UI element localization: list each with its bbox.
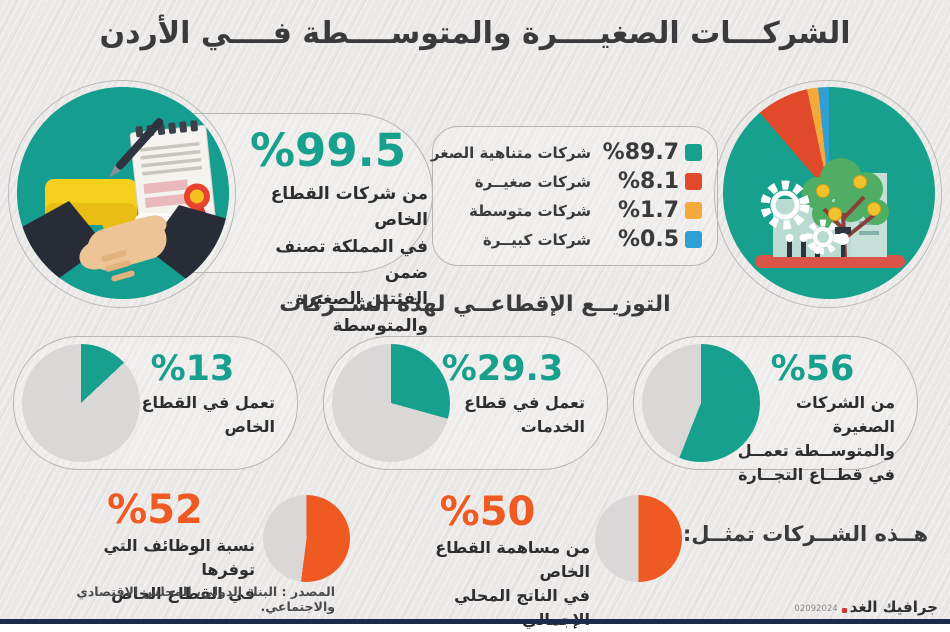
sector-line: تعمل في قطاع <box>464 392 585 412</box>
legend-row-micro: %89.7 شركات متناهية الصغر <box>431 138 702 167</box>
handshake-icon <box>17 87 229 299</box>
factory-circle-ring <box>714 80 942 308</box>
sector-line: الخاص <box>224 416 275 436</box>
sector-value: %29.3 <box>441 349 564 389</box>
stat-gdp-line: من مساهمة القطاع الخاص <box>435 538 590 581</box>
stat-995-line: الفئتين الصغيرة والمتوسطة <box>295 289 428 336</box>
size-legend: %89.7 شركات متناهية الصغر %8.1 شركات صغي… <box>431 138 702 254</box>
legend-row-small: %8.1 شركات صغيــرة <box>446 167 702 196</box>
credit-name: جرافيك الغد <box>849 598 938 616</box>
stat-995-line: من شركات القطاع الخاص <box>270 184 428 231</box>
handshake-illustration <box>17 87 229 299</box>
sector-line: من الشركات الصغيرة <box>796 392 895 436</box>
sector-card-trade: %56 من الشركات الصغيرة والمتوســطة تعمــ… <box>633 336 918 484</box>
gear-icon <box>760 180 810 230</box>
factory-tree-illustration <box>755 158 905 268</box>
source-note: المصدر : البنك الدولي، المجلس الاقتصادي … <box>76 584 335 614</box>
company-size-pie <box>723 87 935 299</box>
legend-value: %8.1 <box>617 169 679 194</box>
workers <box>785 227 851 257</box>
pie-gdp <box>595 495 682 582</box>
sector-value: %56 <box>770 349 855 389</box>
stat-gdp-value: %50 <box>439 489 536 535</box>
legend-row-medium: %1.7 شركات متوسطة <box>446 196 702 225</box>
sector-line: والمتوســطة تعمــل <box>737 440 895 460</box>
legend-swatch-medium <box>685 202 702 219</box>
legend-label: شركات كبيــرة <box>482 230 591 249</box>
sector-line: في قطــاع التجــارة <box>738 464 895 484</box>
credit: جرافيك الغد 02092024 <box>794 598 938 616</box>
sector-card-services: %29.3 تعمل في قطاع الخدمات <box>323 336 608 470</box>
platform <box>755 255 905 268</box>
legend-value: %0.5 <box>617 227 679 252</box>
legend-swatch-large <box>685 231 702 248</box>
legend-swatch-micro <box>685 144 702 161</box>
bottom-strip <box>0 619 950 624</box>
legend-value: %1.7 <box>617 198 679 223</box>
legend-label: شركات صغيــرة <box>474 172 591 191</box>
credit-number: 02092024 <box>794 604 838 614</box>
stat-gdp-line: في الناتج المحلي الإجمالي <box>454 586 590 629</box>
pie-private <box>22 344 140 462</box>
sector-value: %13 <box>150 349 235 389</box>
stat-995: %99.5 من شركات القطاع الخاص في المملكة ت… <box>228 128 428 339</box>
stat-gdp: %50 من مساهمة القطاع الخاص في الناتج الم… <box>385 492 590 632</box>
legend-swatch-small <box>685 173 702 190</box>
pie-trade <box>642 344 760 462</box>
stat-jobs-value: %52 <box>107 487 203 533</box>
page-title: الشركـــات الصغيــــرة والمتوســــطة فــ… <box>99 16 851 51</box>
section-title: التوزيــع الإقطاعــي لهذه الشــركات <box>279 292 671 317</box>
legend-label: شركات متوسطة <box>468 201 591 220</box>
gear-icon <box>805 219 841 255</box>
sector-line: تعمل في القطاع <box>141 392 275 412</box>
sector-card-private: %13 تعمل في القطاع الخاص <box>13 336 298 470</box>
pie-services <box>332 344 450 462</box>
legend-value: %89.7 <box>602 140 679 165</box>
legend-label: شركات متناهية الصغر <box>430 143 591 162</box>
document-icon <box>129 120 217 237</box>
stat-995-line: في المملكة تصنف ضمن <box>275 236 428 284</box>
sector-line: الخدمات <box>520 416 585 436</box>
stat-jobs-line: في القطاع الخاص <box>111 584 255 603</box>
credit-dot-icon <box>841 607 847 613</box>
stat-jobs: %52 نسبة الوظائف التي توفرها في القطاع ا… <box>55 490 255 606</box>
pen-icon <box>109 118 164 178</box>
stat-jobs-line: نسبة الوظائف التي توفرها <box>103 536 255 579</box>
handshake-circle-ring <box>8 80 236 308</box>
money-tree-icon <box>802 158 889 258</box>
stat-995-value: %99.5 <box>249 124 407 177</box>
legend-row-large: %0.5 شركات كبيــرة <box>446 225 702 254</box>
represent-title: هــذه الشــركات تمثــل: <box>682 522 928 546</box>
hands <box>79 215 167 282</box>
pie-jobs <box>263 495 350 582</box>
